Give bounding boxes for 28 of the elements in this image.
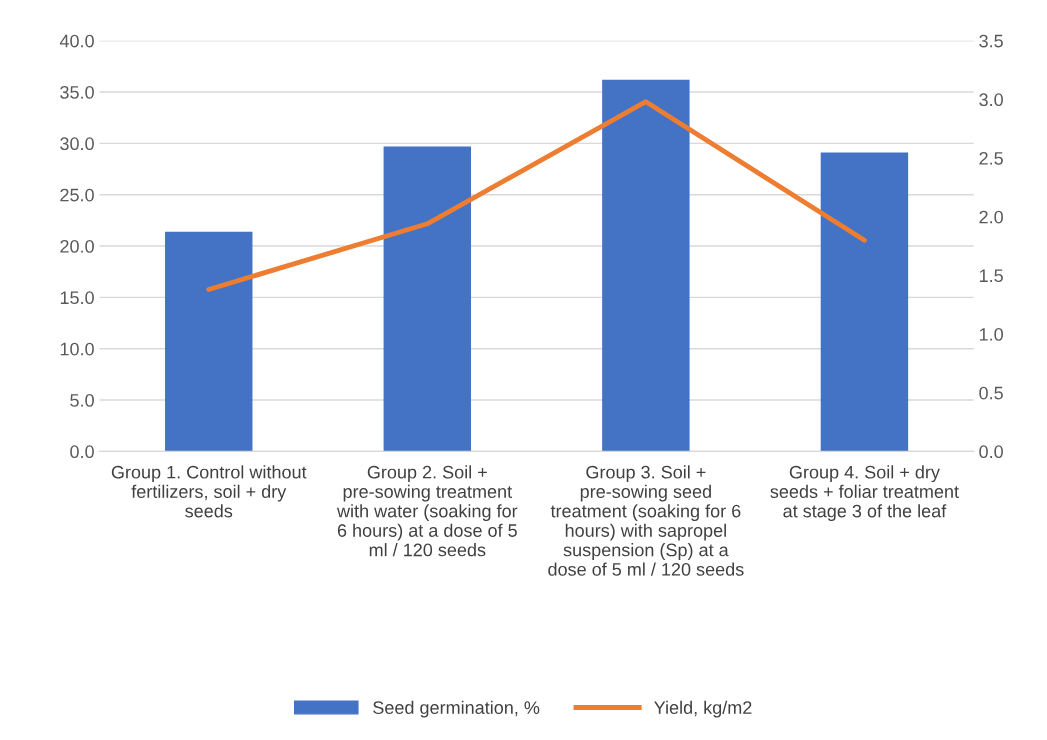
x-tick-label: Group 1. Control without fertilizers, soil + dry seeds bbox=[111, 465, 307, 518]
y-tick-label: 10.0 bbox=[60, 342, 94, 356]
bar bbox=[165, 231, 253, 452]
y-tick-label: 30.0 bbox=[60, 137, 94, 151]
y2-tick-label: 3.0 bbox=[979, 93, 1003, 107]
y2-tick-label: 3.5 bbox=[979, 34, 1003, 48]
y2-tick-label: 2.5 bbox=[979, 151, 1003, 165]
y-tick-label: 20.0 bbox=[60, 239, 94, 253]
y2-tick-label: 1.5 bbox=[979, 269, 1003, 283]
y2-tick-label: 2.0 bbox=[979, 210, 1003, 224]
legend-label: Yield, kg/m2 bbox=[654, 700, 752, 718]
bar bbox=[383, 146, 472, 452]
bar bbox=[820, 152, 909, 452]
y2-tick-label: 1.0 bbox=[979, 327, 1003, 341]
y-tick-label: 15.0 bbox=[60, 291, 94, 305]
y-tick-label: 40.0 bbox=[59, 34, 94, 48]
x-tick-label: Group 3. Soil + pre-sowing seed treatment (soaking for 6 hours) with sapropel suspension (Sp) at a dose of 5 ml / 120 seeds bbox=[548, 465, 744, 576]
y-tick-label: 0.0 bbox=[70, 445, 94, 459]
x-tick-label: Group 4. Soil + dry seeds + foliar treatment at stage 3 of the leaf bbox=[770, 465, 959, 522]
y-tick-label: 5.0 bbox=[70, 394, 94, 407]
y2-tick-label: 0.0 bbox=[979, 445, 1003, 459]
y-tick-label: 35.0 bbox=[60, 85, 94, 99]
legend-label: Seed germination, % bbox=[373, 700, 540, 718]
y2-tick-label: 0.5 bbox=[979, 386, 1003, 400]
line-series bbox=[206, 99, 867, 292]
y-tick-label: 25.0 bbox=[60, 188, 94, 202]
x-tick-label: Group 2. Soil + pre-sowing treatment with water (soaking for 6 hours) at a dose of 5 ml / 120 seeds bbox=[336, 465, 518, 557]
bar bbox=[602, 79, 690, 452]
